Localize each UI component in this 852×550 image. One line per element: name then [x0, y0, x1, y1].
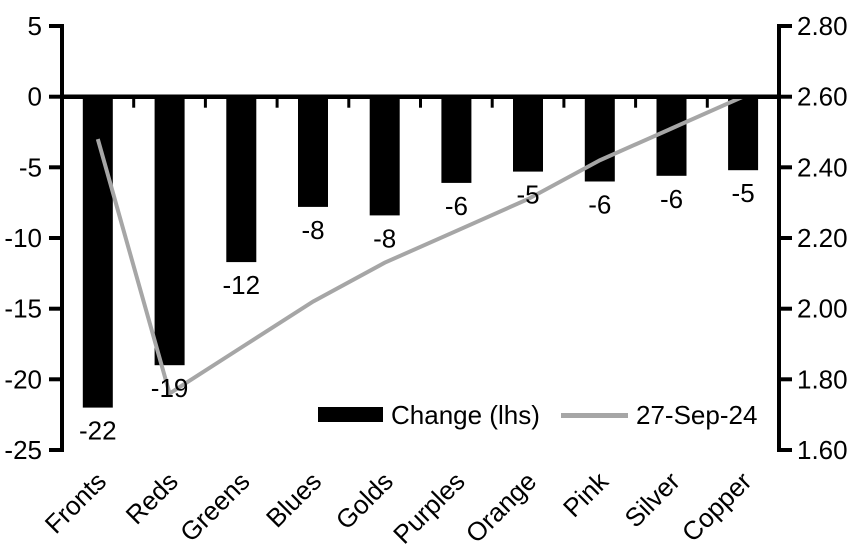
bar-reds [154, 94, 185, 366]
left-axis-tick-label: 0 [28, 82, 42, 112]
bar-value-label: -19 [151, 373, 189, 403]
left-axis-tick-label: -5 [19, 152, 42, 182]
category-label-fronts: Fronts [39, 466, 112, 539]
category-label-purples: Purples [387, 466, 471, 550]
bar-value-label: -6 [660, 184, 683, 214]
axes [49, 24, 792, 452]
right-axis-tick-label: 2.20 [797, 223, 848, 253]
bar-value-label: -5 [732, 178, 755, 208]
bar-value-label: -22 [79, 416, 117, 446]
bar-fronts [82, 94, 113, 408]
left-axis-tick-label: -15 [4, 294, 42, 324]
category-label-blues: Blues [260, 466, 327, 533]
legend-bar-swatch-icon [318, 407, 383, 422]
bar-greens [226, 94, 257, 263]
category-label-copper: Copper [676, 466, 758, 548]
left-axis-tick-label: 5 [28, 11, 42, 41]
category-label-greens: Greens [174, 466, 256, 548]
right-axis-tick-label: 2.40 [797, 152, 848, 182]
bar-golds [369, 94, 400, 216]
bar-value-label: -5 [516, 180, 539, 210]
bar-copper [728, 94, 759, 171]
category-label-reds: Reds [120, 466, 184, 530]
category-label-golds: Golds [330, 466, 399, 535]
bar-value-label: -6 [588, 190, 611, 220]
bar-value-label: -8 [301, 215, 324, 245]
category-label-silver: Silver [619, 466, 686, 533]
legend-line-swatch-icon [561, 413, 628, 418]
right-axis-tick-label: 2.00 [797, 294, 848, 324]
bar-silver [656, 94, 687, 176]
right-axis-tick-label: 2.80 [797, 11, 848, 41]
bar-orange [513, 94, 543, 172]
bar-value-label: -12 [223, 270, 261, 300]
bar-blues [298, 94, 328, 207]
bar-purples [441, 94, 472, 183]
category-label-pink: Pink [557, 465, 615, 523]
legend-label-line: 27-Sep-24 [636, 400, 758, 430]
right-axis-tick-label: 1.60 [797, 435, 848, 465]
right-axis-tick-label: 1.80 [797, 364, 848, 394]
left-axis-tick-label: -10 [4, 223, 42, 253]
bars-series [82, 94, 759, 408]
category-label-orange: Orange [460, 466, 543, 549]
bar-value-label: -8 [373, 223, 396, 253]
left-axis-tick-label: -20 [4, 364, 42, 394]
legend-label-bars: Change (lhs) [391, 400, 540, 430]
right-axis-tick-label: 2.60 [797, 82, 848, 112]
bar-pink [584, 94, 615, 182]
line-series [95, 94, 744, 397]
bar-value-label: -6 [445, 191, 468, 221]
left-axis-tick-label: -25 [4, 435, 42, 465]
